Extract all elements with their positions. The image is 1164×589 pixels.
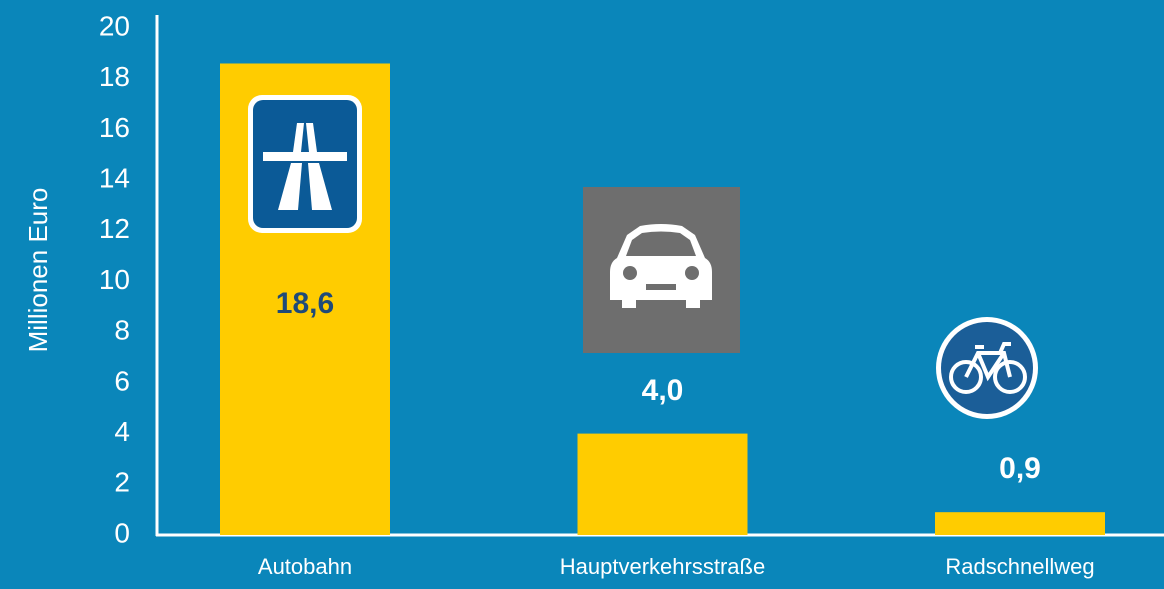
y-tick-label: 6 bbox=[114, 365, 130, 396]
y-tick-label: 12 bbox=[99, 213, 130, 244]
autobahn-icon bbox=[248, 95, 362, 233]
x-tick-label: Hauptverkehrsstraße bbox=[560, 554, 765, 579]
bar bbox=[577, 433, 748, 535]
y-tick-label: 4 bbox=[114, 416, 130, 447]
x-tick-label: Autobahn bbox=[258, 554, 352, 579]
y-tick-label: 18 bbox=[99, 61, 130, 92]
y-tick-label: 10 bbox=[99, 264, 130, 295]
y-tick-label: 14 bbox=[99, 162, 130, 193]
bike-icon bbox=[936, 317, 1038, 419]
y-tick-label: 16 bbox=[99, 112, 130, 143]
y-axis-label: Millionen Euro bbox=[23, 188, 53, 353]
car-icon bbox=[583, 187, 740, 353]
x-tick-label: Radschnellweg bbox=[945, 554, 1094, 579]
y-tick-label: 0 bbox=[114, 517, 130, 548]
value-label: 0,9 bbox=[999, 452, 1041, 485]
y-tick-label: 20 bbox=[99, 10, 130, 41]
value-label: 4,0 bbox=[642, 374, 684, 407]
y-tick-label: 8 bbox=[114, 315, 130, 346]
bar bbox=[935, 512, 1105, 535]
value-label: 18,6 bbox=[276, 287, 334, 320]
y-tick-label: 2 bbox=[114, 467, 130, 498]
